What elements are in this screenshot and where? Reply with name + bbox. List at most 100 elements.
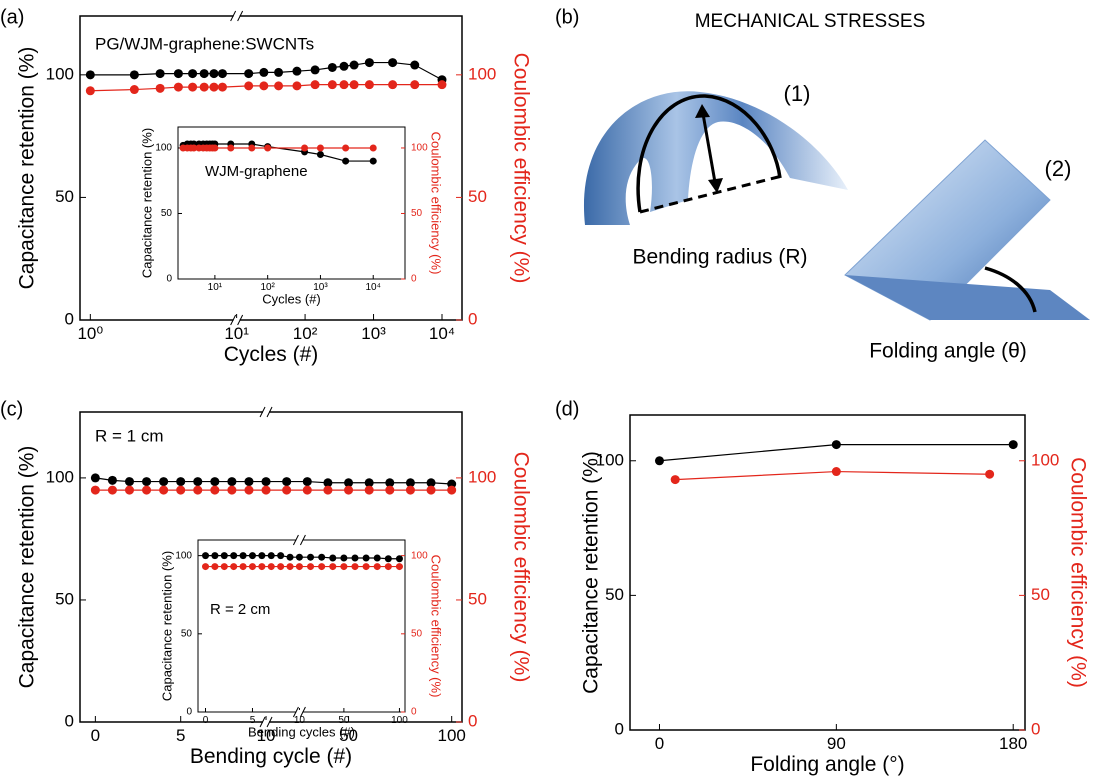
y2-axis-label: Coulombic efficiency (%) (1066, 457, 1089, 688)
x-tick-label: 10⁴ (366, 282, 381, 293)
data-point (159, 477, 169, 487)
data-point (340, 554, 348, 562)
diagram-title: MECHANICAL STRESSES (695, 11, 926, 32)
y2-tick-label: 0 (468, 309, 477, 328)
data-point (364, 485, 374, 495)
data-point (670, 475, 680, 485)
data-point (258, 563, 266, 571)
y2-tick-label: 50 (468, 589, 487, 608)
data-point (277, 563, 285, 571)
data-point (210, 485, 220, 495)
data-point (339, 61, 349, 71)
x-tick-label: 10 (257, 726, 276, 745)
data-point (230, 563, 238, 571)
y2-tick-label: 100 (411, 550, 428, 561)
data-point (107, 485, 117, 495)
data-point (316, 151, 324, 159)
data-point (344, 478, 354, 488)
data-point (173, 69, 183, 79)
data-point (339, 80, 349, 90)
data-point (199, 82, 209, 92)
data-point (85, 70, 95, 80)
bend-arc (636, 94, 782, 213)
data-point (85, 86, 95, 96)
data-point (369, 157, 377, 165)
x-tick-label: 0 (655, 734, 664, 753)
data-point (230, 552, 238, 560)
y-tick-label: 100 (596, 450, 624, 469)
data-point (385, 478, 395, 488)
data-point (349, 80, 359, 90)
y2-tick-label: 50 (411, 628, 423, 639)
data-point (227, 485, 237, 495)
data-point (318, 563, 326, 571)
fold-arc (984, 266, 1037, 313)
axis-break (259, 406, 273, 418)
data-point (244, 69, 254, 79)
data-point (259, 67, 269, 77)
axis-break (292, 706, 306, 718)
data-point (307, 563, 315, 571)
label-2: (2) (1045, 156, 1072, 181)
data-point (426, 478, 436, 488)
y-tick-label: 100 (155, 143, 172, 154)
data-point (310, 80, 320, 90)
data-point (323, 478, 333, 488)
data-point (274, 67, 284, 77)
y2-tick-label: 50 (411, 208, 423, 219)
data-point (395, 555, 403, 563)
y2-axis-label: Coulombic efficiency (%) (429, 132, 444, 275)
data-point (261, 485, 271, 495)
data-point (373, 554, 381, 562)
y-axis-label: Capacitance retention (%) (16, 47, 39, 290)
y-tick-label: 0 (65, 309, 74, 328)
data-point (210, 477, 220, 487)
axis-break-gap (296, 538, 303, 542)
data-point (193, 485, 203, 495)
data-point (155, 83, 165, 93)
inset: 10¹ 10² 10³ 10⁴ 0 50 100 0 50 100 Cycles (#) Capaci… (139, 126, 444, 306)
data-point (292, 81, 302, 91)
annotation: WJM-graphene (205, 163, 308, 180)
data-point (142, 477, 152, 487)
data-point (202, 552, 210, 560)
data-point (654, 456, 664, 466)
annotation: R = 2 cm (210, 601, 270, 618)
data-point (211, 552, 219, 560)
fold-lower (845, 275, 1090, 320)
x-tick-label: 180 (999, 734, 1027, 753)
y2-tick-label: 0 (468, 711, 477, 730)
data-point (292, 66, 302, 76)
y2-tick-label: 100 (411, 143, 428, 154)
y2-tick-label: 100 (468, 64, 496, 83)
x-axis-label: Folding angle (°) (750, 753, 904, 776)
data-point (405, 478, 415, 488)
data-point (286, 553, 294, 561)
data-point (217, 82, 227, 92)
y2-tick-label: 50 (1031, 585, 1050, 604)
data-point (217, 69, 227, 79)
data-point (274, 81, 284, 91)
data-point (985, 469, 995, 479)
data-point (405, 485, 415, 495)
x-tick-label: 10 (294, 715, 306, 726)
panel-label: (b) (555, 6, 579, 28)
x-tick-label: 50 (338, 715, 350, 726)
x-tick-label: 5 (250, 715, 256, 726)
data-point (159, 485, 169, 495)
data-point (318, 553, 326, 561)
data-point (90, 485, 100, 495)
data-point (199, 69, 209, 79)
axis-break (230, 10, 244, 22)
data-point (302, 477, 312, 487)
data-point (277, 552, 285, 560)
y-tick-label: 0 (166, 274, 172, 285)
bent-sheet (583, 91, 848, 225)
radius-arrow (700, 107, 718, 189)
data-point (384, 555, 392, 563)
data-point (340, 563, 348, 571)
axis-break-gap (263, 410, 270, 414)
